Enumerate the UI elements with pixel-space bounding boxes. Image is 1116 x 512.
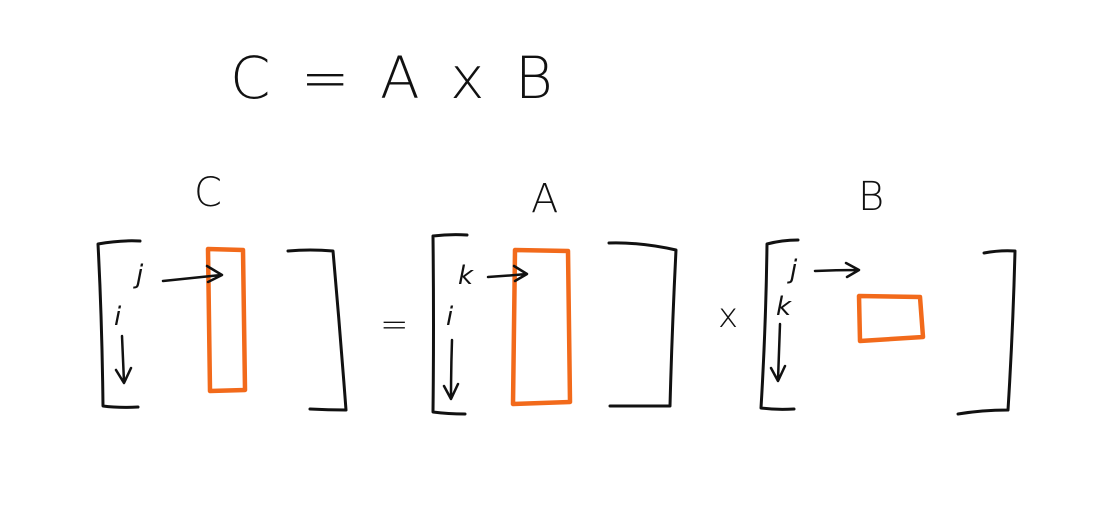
matrix-b-row-highlight xyxy=(856,293,926,344)
matrix-c-column-highlight xyxy=(205,246,248,394)
matrix-b-label: B xyxy=(858,174,884,220)
matrix-a: A k i xyxy=(431,176,678,416)
matrix-b-right-bracket xyxy=(956,249,1017,416)
matrix-c: C i j xyxy=(96,170,348,412)
matrix-a-row-index: i xyxy=(446,302,454,332)
matrix-a-col-index: k xyxy=(458,261,474,291)
matrix-a-col-arrow xyxy=(486,264,529,283)
matrix-b-row-arrow xyxy=(769,322,787,383)
matrix-a-label: A xyxy=(531,176,558,222)
matrix-c-col-index: j xyxy=(133,260,144,290)
equals-operator: = xyxy=(380,305,409,345)
matrix-b-col-arrow xyxy=(813,261,861,279)
matrix-a-right-bracket xyxy=(607,241,678,408)
matrix-a-row-arrow xyxy=(442,338,460,401)
matrix-b-left-bracket xyxy=(759,238,800,411)
matrix-c-row-index: i xyxy=(114,302,122,332)
matrix-a-column-highlight xyxy=(510,247,573,407)
matrix-c-right-bracket xyxy=(286,248,348,412)
matrix-b-row-index: k xyxy=(776,292,792,322)
matrix-b: B j k xyxy=(759,174,1017,416)
matrix-c-row-arrow xyxy=(114,334,133,385)
matrix-a-left-bracket xyxy=(431,233,469,416)
matrix-b-col-index: j xyxy=(787,255,798,285)
matrix-c-label: C xyxy=(194,170,222,216)
equation-title: C = A x B xyxy=(230,44,559,112)
times-operator: x xyxy=(718,296,738,336)
matrix-c-left-bracket xyxy=(96,239,142,409)
matrix-c-col-arrow xyxy=(161,264,224,284)
